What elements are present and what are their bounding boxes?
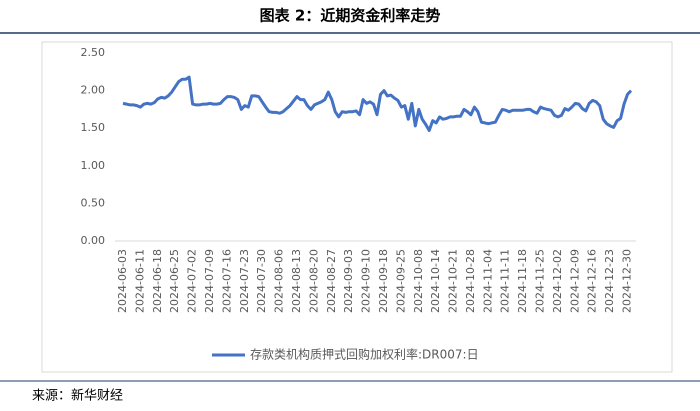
x-tick-label: 2024-07-16 [220, 249, 233, 313]
x-tick-label: 2024-06-25 [168, 249, 181, 313]
x-tick-label: 2024-10-14 [429, 249, 442, 313]
x-tick-label: 2024-06-03 [116, 249, 129, 313]
x-tick-label: 2024-11-18 [516, 249, 529, 313]
x-tick-label: 2024-07-23 [238, 249, 251, 313]
x-tick-label: 2024-12-23 [603, 249, 616, 313]
x-tick-label: 2024-08-13 [290, 249, 303, 313]
y-tick-label: 2.50 [81, 46, 106, 59]
x-tick-label: 2024-10-08 [412, 249, 425, 313]
x-tick-label: 2024-07-02 [186, 249, 199, 313]
chart-title: 图表 2：近期资金利率走势 [260, 7, 441, 25]
source: 来源：新华财经 [32, 388, 123, 404]
line-series [122, 75, 633, 132]
x-tick-label: 2024-06-11 [133, 249, 146, 313]
x-tick-label: 2024-08-20 [307, 249, 320, 313]
x-tick-label: 2024-09-03 [342, 249, 355, 313]
y-tick-label: 0.00 [81, 234, 106, 247]
x-tick-label: 2024-11-04 [481, 249, 494, 313]
x-tick-label: 2024-09-10 [360, 249, 373, 313]
y-tick-label: 1.00 [81, 159, 106, 172]
x-tick-label: 2024-08-06 [273, 249, 286, 313]
x-tick-label: 2024-12-09 [568, 249, 581, 313]
x-tick-label: 2024-12-16 [586, 249, 599, 313]
x-tick-label: 2024-12-02 [551, 249, 564, 313]
y-tick-label: 0.50 [81, 196, 106, 209]
x-tick-label: 2024-07-30 [255, 249, 268, 313]
x-tick-label: 2024-06-18 [151, 249, 164, 313]
x-tick-label: 2024-09-18 [377, 249, 390, 313]
y-tick-label: 1.50 [81, 121, 106, 134]
x-tick-label: 2024-09-25 [394, 249, 407, 313]
legend-label: 存款类机构质押式回购加权利率:DR007:日 [250, 347, 479, 362]
x-tick-label: 2024-08-27 [325, 249, 338, 313]
y-tick-label: 2.00 [81, 84, 106, 97]
x-tick-label: 2024-11-25 [534, 249, 547, 313]
x-tick-label: 2024-12-30 [621, 249, 634, 313]
x-tick-label: 2024-10-21 [447, 249, 460, 313]
x-tick-label: 2024-11-11 [499, 249, 512, 313]
x-tick-label: 2024-10-28 [464, 249, 477, 313]
chart-frame [41, 41, 673, 373]
x-tick-label: 2024-07-09 [203, 249, 216, 313]
